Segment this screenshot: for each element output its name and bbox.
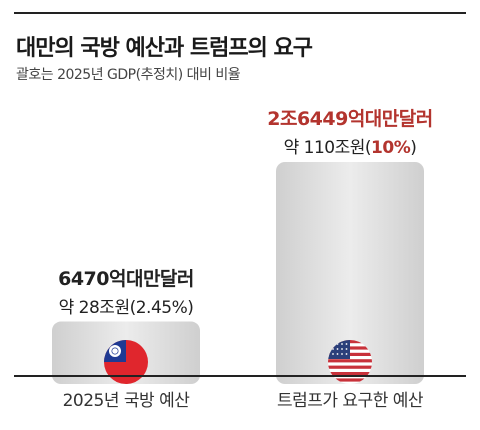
value-label-taiwan-budget: 6470억대만달러 약 28조원(2.45%) [16, 264, 236, 318]
value-main-taiwan: 6470억대만달러 [58, 267, 194, 290]
bar-1 [276, 162, 424, 384]
value-main-trump: 2조6449억대만달러 [267, 108, 433, 130]
x-label-trump-demand: 트럼프가 요구한 예산 [276, 391, 424, 411]
taiwan-flag-icon [104, 340, 148, 384]
value-sub-trump: 약 110조원(10%) [283, 138, 417, 158]
top-rule [14, 12, 466, 14]
chart-title: 대만의 국방 예산과 트럼프의 요구 [16, 36, 313, 61]
chart-subtitle: 괄호는 2025년 GDP(추정치) 대비 비율 [16, 67, 241, 83]
x-label-taiwan-budget: 2025년 국방 예산 [62, 391, 190, 411]
us-flag-icon [328, 340, 372, 384]
value-label-trump-demand: 2조6449억대만달러 약 110조원(10%) [240, 104, 460, 158]
value-sub-taiwan: 약 28조원(2.45%) [58, 297, 194, 318]
